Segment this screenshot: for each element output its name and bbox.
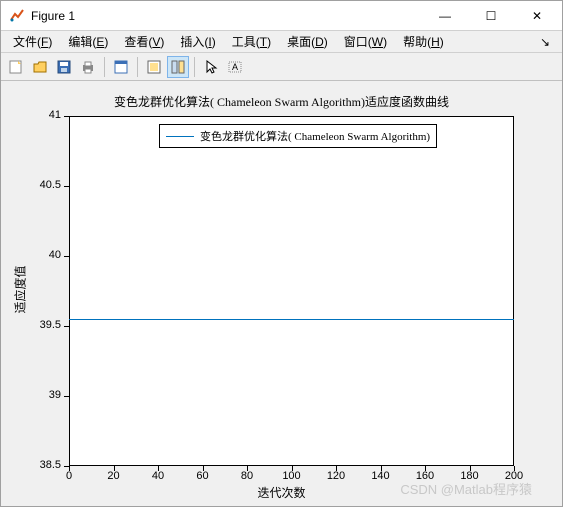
- matlab-figure-icon: [9, 8, 25, 24]
- legend-label: 变色龙群优化算法( Chameleon Swarm Algorithm): [200, 128, 430, 144]
- toolbar-separator: [194, 57, 195, 77]
- chart-axes[interactable]: [69, 116, 514, 466]
- menu-t[interactable]: 工具(T): [224, 31, 279, 52]
- legend[interactable]: 变色龙群优化算法( Chameleon Swarm Algorithm): [159, 124, 437, 148]
- menu-e[interactable]: 编辑(E): [60, 31, 116, 52]
- x-tick-label: 160: [415, 470, 435, 482]
- legend-line-swatch: [166, 136, 194, 137]
- toolbar-separator: [104, 57, 105, 77]
- y-tick: [64, 186, 69, 187]
- minimize-icon: —: [439, 9, 451, 23]
- x-tick-label: 80: [237, 470, 257, 482]
- maximize-button[interactable]: ☐: [468, 1, 514, 30]
- x-tick-label: 120: [326, 470, 346, 482]
- y-tick: [64, 256, 69, 257]
- y-tick-label: 38.5: [40, 459, 61, 471]
- layout-split-button[interactable]: [167, 56, 189, 78]
- x-tick-label: 180: [460, 470, 480, 482]
- x-tick-label: 20: [104, 470, 124, 482]
- menu-w[interactable]: 窗口(W): [336, 31, 395, 52]
- y-tick: [64, 326, 69, 327]
- x-tick-label: 200: [504, 470, 524, 482]
- menu-overflow-icon[interactable]: ↘: [532, 35, 558, 49]
- layout-single-button[interactable]: [143, 56, 165, 78]
- menu-f[interactable]: 文件(F): [5, 31, 60, 52]
- close-icon: ✕: [532, 9, 542, 23]
- menu-i[interactable]: 插入(I): [172, 31, 223, 52]
- svg-text:A: A: [232, 62, 238, 72]
- y-tick-label: 39: [49, 389, 61, 401]
- window-titlebar: Figure 1 — ☐ ✕: [1, 1, 562, 31]
- pointer-button[interactable]: [200, 56, 222, 78]
- y-tick: [64, 466, 69, 467]
- menu-v[interactable]: 查看(V): [116, 31, 172, 52]
- maximize-icon: ☐: [486, 9, 497, 23]
- y-tick-label: 41: [49, 109, 61, 121]
- edit-plot-button[interactable]: [110, 56, 132, 78]
- y-tick: [64, 396, 69, 397]
- y-tick-label: 40.5: [40, 179, 61, 191]
- x-tick-label: 100: [282, 470, 302, 482]
- open-button[interactable]: [29, 56, 51, 78]
- y-tick: [64, 116, 69, 117]
- minimize-button[interactable]: —: [422, 1, 468, 30]
- menu-items: 文件(F)编辑(E)查看(V)插入(I)工具(T)桌面(D)窗口(W)帮助(H): [5, 31, 452, 52]
- toolbar: A: [1, 53, 562, 81]
- series-line: [69, 319, 514, 320]
- menu-d[interactable]: 桌面(D): [279, 31, 336, 52]
- x-tick-label: 60: [193, 470, 213, 482]
- y-axis-label: 适应度值: [12, 265, 29, 313]
- print-button[interactable]: [77, 56, 99, 78]
- x-tick-label: 0: [59, 470, 79, 482]
- text-cursor-button[interactable]: A: [224, 56, 246, 78]
- new-figure-button[interactable]: [5, 56, 27, 78]
- close-button[interactable]: ✕: [514, 1, 560, 30]
- figure-canvas: 变色龙群优化算法( Chameleon Swarm Algorithm)适应度函…: [1, 81, 562, 506]
- chart-title: 变色龙群优化算法( Chameleon Swarm Algorithm)适应度函…: [1, 93, 562, 110]
- window-title: Figure 1: [31, 9, 422, 23]
- menu-h[interactable]: 帮助(H): [395, 31, 452, 52]
- x-tick-label: 140: [371, 470, 391, 482]
- y-tick-label: 39.5: [40, 319, 61, 331]
- toolbar-separator: [137, 57, 138, 77]
- save-button[interactable]: [53, 56, 75, 78]
- y-tick-label: 40: [49, 249, 61, 261]
- menubar: 文件(F)编辑(E)查看(V)插入(I)工具(T)桌面(D)窗口(W)帮助(H)…: [1, 31, 562, 53]
- x-tick-label: 40: [148, 470, 168, 482]
